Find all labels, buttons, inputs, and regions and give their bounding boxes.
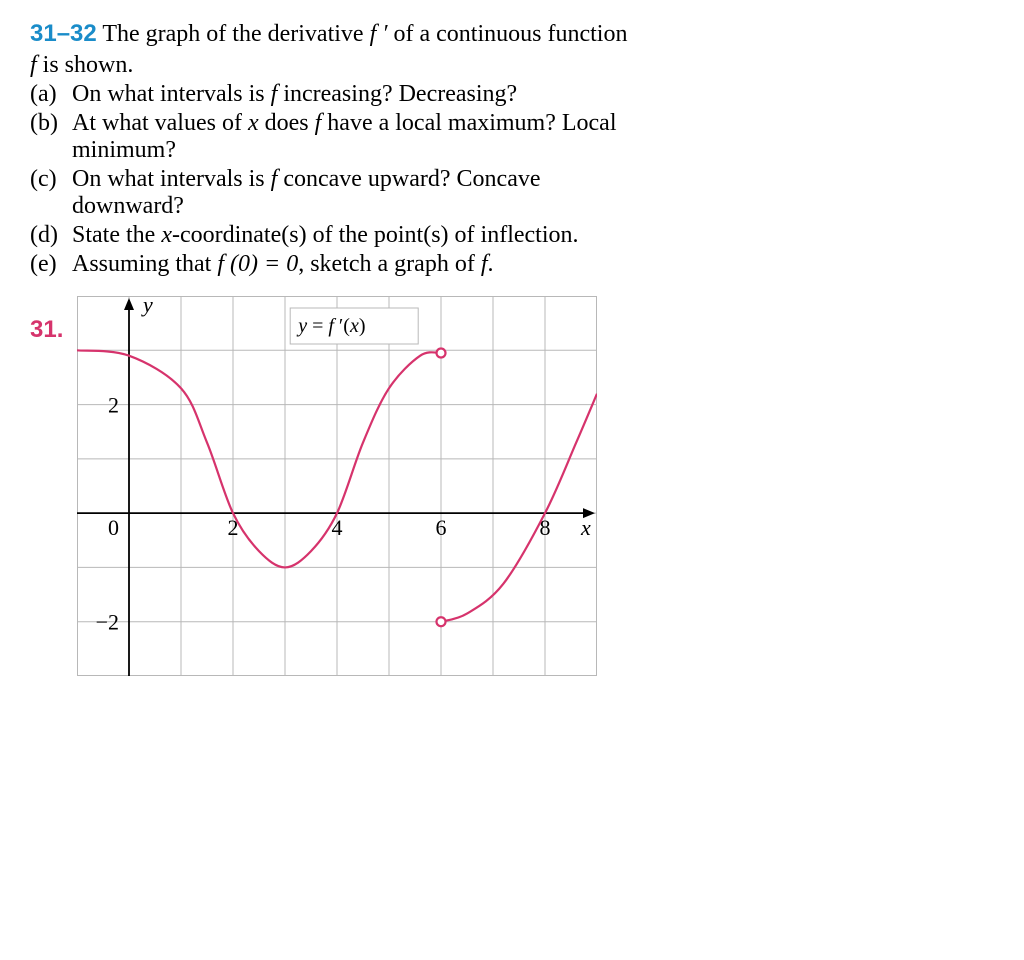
chart-container: 02468−22yxy = f ′(x) [77, 296, 597, 676]
svg-text:2: 2 [108, 393, 119, 418]
problem-31-row: 31. 02468−22yxy = f ′(x) [30, 296, 994, 676]
header-line2: f is shown. [30, 52, 994, 79]
part-e-body: Assuming that f (0) = 0, sketch a graph … [72, 251, 994, 278]
part-d-body: State the x-coordinate(s) of the point(s… [72, 222, 994, 249]
header-intro-2: of a continuous function [387, 21, 627, 47]
f-italic: f [30, 52, 37, 78]
part-b-body: At what values of x does f have a local … [72, 110, 994, 164]
part-b-label: (b) [30, 110, 72, 164]
part-d-label: (d) [30, 222, 72, 249]
part-a: (a) On what intervals is f increasing? D… [30, 81, 994, 108]
svg-text:0: 0 [108, 515, 119, 540]
range-label: 31–32 [30, 20, 97, 47]
part-b: (b) At what values of x does f have a lo… [30, 110, 994, 164]
problem-number: 31. [30, 316, 63, 344]
part-e-label: (e) [30, 251, 72, 278]
header-intro-1: The graph of the derivative [102, 21, 369, 47]
fprime: f ′ [370, 21, 388, 47]
part-a-body: On what intervals is f increasing? Decre… [72, 81, 994, 108]
part-c-label: (c) [30, 166, 72, 220]
header-line2-text: is shown. [37, 52, 134, 78]
svg-text:−2: −2 [96, 610, 119, 635]
svg-text:6: 6 [436, 515, 447, 540]
part-c: (c) On what intervals is f concave upwar… [30, 166, 994, 220]
derivative-chart: 02468−22yxy = f ′(x) [77, 296, 597, 676]
part-d: (d) State the x-coordinate(s) of the poi… [30, 222, 994, 249]
part-a-label: (a) [30, 81, 72, 108]
svg-text:y: y [141, 296, 153, 317]
svg-text:x: x [580, 515, 591, 540]
problem-header: 31–32 The graph of the derivative f ′ of… [30, 20, 994, 48]
svg-text:y = f ′(x): y = f ′(x) [297, 315, 366, 337]
part-e: (e) Assuming that f (0) = 0, sketch a gr… [30, 251, 994, 278]
part-c-body: On what intervals is f concave upward? C… [72, 166, 994, 220]
